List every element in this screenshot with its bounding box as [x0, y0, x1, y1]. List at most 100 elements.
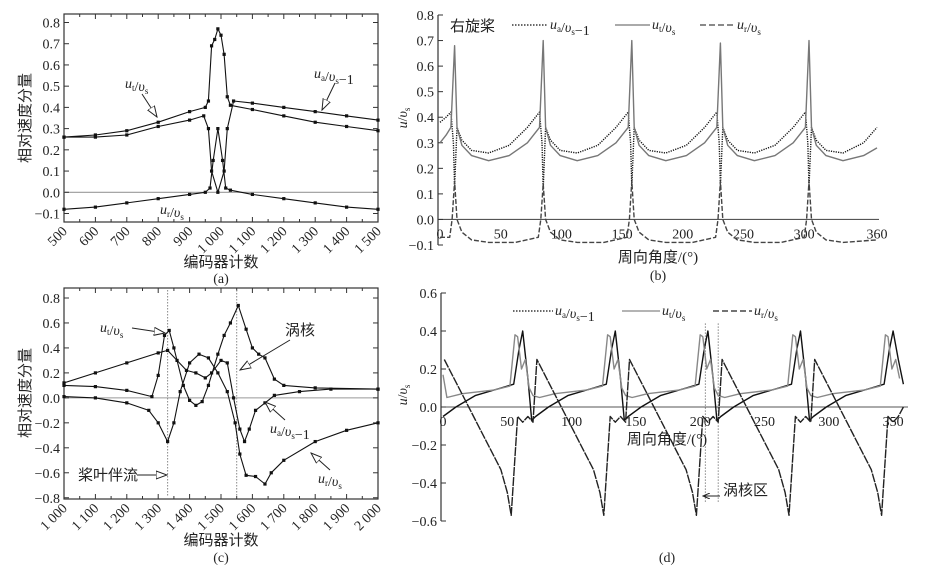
legend-label-ur: ur/υs [754, 304, 778, 323]
data-point-ut [156, 373, 160, 377]
subscript: s [335, 76, 339, 86]
data-point-ur [211, 158, 215, 163]
subscript: s [338, 481, 342, 491]
x-tick-label: 1 100 [226, 224, 259, 257]
data-point-ua [242, 439, 247, 444]
plot-frame [63, 13, 379, 223]
subscript: s [402, 107, 412, 111]
x-tick-label: 50 [494, 227, 508, 242]
data-point-ur [282, 458, 286, 462]
panel-label: (d) [659, 551, 676, 566]
text-part: u [314, 67, 321, 82]
series-line-ut [442, 334, 901, 399]
data-point-ut [228, 103, 233, 107]
data-point-ur [62, 395, 66, 399]
data-point-ua [225, 127, 229, 131]
chart-d: −0.6−0.4−0.20.00.20.40.60 50 100 150 200 250 3… [396, 287, 908, 566]
y-tick-label: −0.8 [35, 492, 60, 507]
y-tick-label: −0.6 [35, 467, 60, 482]
data-point-ua [231, 396, 236, 400]
subscript: s [682, 313, 686, 323]
data-point-ut [216, 27, 220, 31]
legend-label-ua: ua/υs−1 [550, 18, 590, 39]
panel-label: (a) [213, 272, 229, 287]
y-tick-label: 0.5 [43, 80, 61, 95]
data-point-ua [272, 393, 276, 397]
annotation-vortex-core-region: 涡核区 [723, 482, 768, 499]
y-tick-label: −0.1 [35, 208, 60, 223]
data-point-ua [313, 110, 317, 114]
data-point-ua [62, 381, 66, 385]
y-tick-label: 0.4 [420, 325, 438, 340]
x-tick-label: 1 100 [69, 501, 102, 534]
chart-b: −0.10.00.10.20.30.40.50.60.70.80 50 100 150… [396, 9, 888, 284]
annotation-ur: ur/υs [160, 203, 184, 222]
text-part: u [125, 77, 132, 92]
x-tick-label: 1 400 [164, 501, 197, 534]
text-part: υ [138, 80, 144, 95]
data-point-ut [125, 388, 129, 392]
legend-label-ut: ut/υs [652, 18, 676, 37]
series-line-ur [440, 180, 878, 244]
data-point-ua [203, 376, 207, 380]
x-tick-label: 2 000 [352, 501, 385, 534]
text-part: u [270, 422, 277, 437]
subscript: s [576, 313, 580, 323]
data-point-ur [263, 482, 267, 486]
series-line-ur [443, 358, 905, 516]
y-tick-label: 0.1 [417, 188, 435, 203]
data-point-ut [167, 328, 171, 333]
x-tick-label: 50 [500, 415, 514, 430]
data-point-ut [225, 95, 229, 99]
annotation-vortex-core: 涡核 [285, 322, 315, 339]
annotation-blade-wake: 桨叶伴流 [78, 467, 138, 484]
annotation-ua: ua/υs−1 [314, 67, 354, 88]
data-point-ut [150, 395, 154, 399]
x-tick-label: 1 500 [352, 224, 385, 257]
slash: / [662, 21, 666, 36]
annotation-ur: ur/υs [318, 472, 342, 491]
data-point-ur [166, 439, 170, 444]
y-tick-label: 0.0 [417, 213, 435, 228]
subscript: s [120, 330, 124, 340]
data-point-ut [156, 120, 160, 124]
data-point-ur [282, 197, 286, 201]
data-point-ua [282, 105, 286, 109]
series-line-ua [442, 330, 905, 421]
y-tick-label: 0.6 [417, 60, 435, 75]
slash: / [170, 206, 174, 221]
subscript: s [571, 27, 575, 37]
data-point-ua [62, 135, 66, 139]
x-tick-label: 360 [867, 227, 888, 242]
annotation-arrow [322, 82, 336, 110]
data-point-ur [62, 207, 66, 211]
x-tick-label: 200 [672, 227, 693, 242]
data-point-ur [188, 361, 192, 365]
data-point-ua [194, 371, 198, 375]
x-tick-label: 150 [625, 415, 646, 430]
text-part: υ [665, 21, 671, 36]
data-point-ur [216, 371, 220, 375]
data-point-ut [125, 129, 129, 133]
data-point-ur [206, 356, 211, 360]
legend-label-ur: ur/υs [737, 18, 761, 37]
y-tick-label: −0.6 [412, 515, 437, 530]
text-part: u [754, 304, 761, 319]
y-tick-label: 0.0 [43, 186, 61, 201]
data-point-ur [224, 186, 228, 190]
y-tick-label: −0.2 [35, 417, 60, 432]
data-point-ur [220, 158, 225, 163]
data-point-ut [376, 129, 380, 133]
text-part: υ [396, 388, 411, 394]
data-point-ur [250, 192, 254, 197]
x-tick-label: 100 [561, 415, 582, 430]
data-point-ut [228, 321, 233, 325]
data-point-ut [282, 114, 286, 118]
data-point-ua [206, 127, 211, 131]
data-point-ua [166, 348, 170, 353]
annotation-arrow [240, 339, 291, 370]
x-tick-label: 1 200 [258, 224, 291, 257]
data-point-ur [216, 127, 220, 131]
text-part: υ [396, 111, 411, 117]
x-tick-label: 100 [551, 227, 572, 242]
